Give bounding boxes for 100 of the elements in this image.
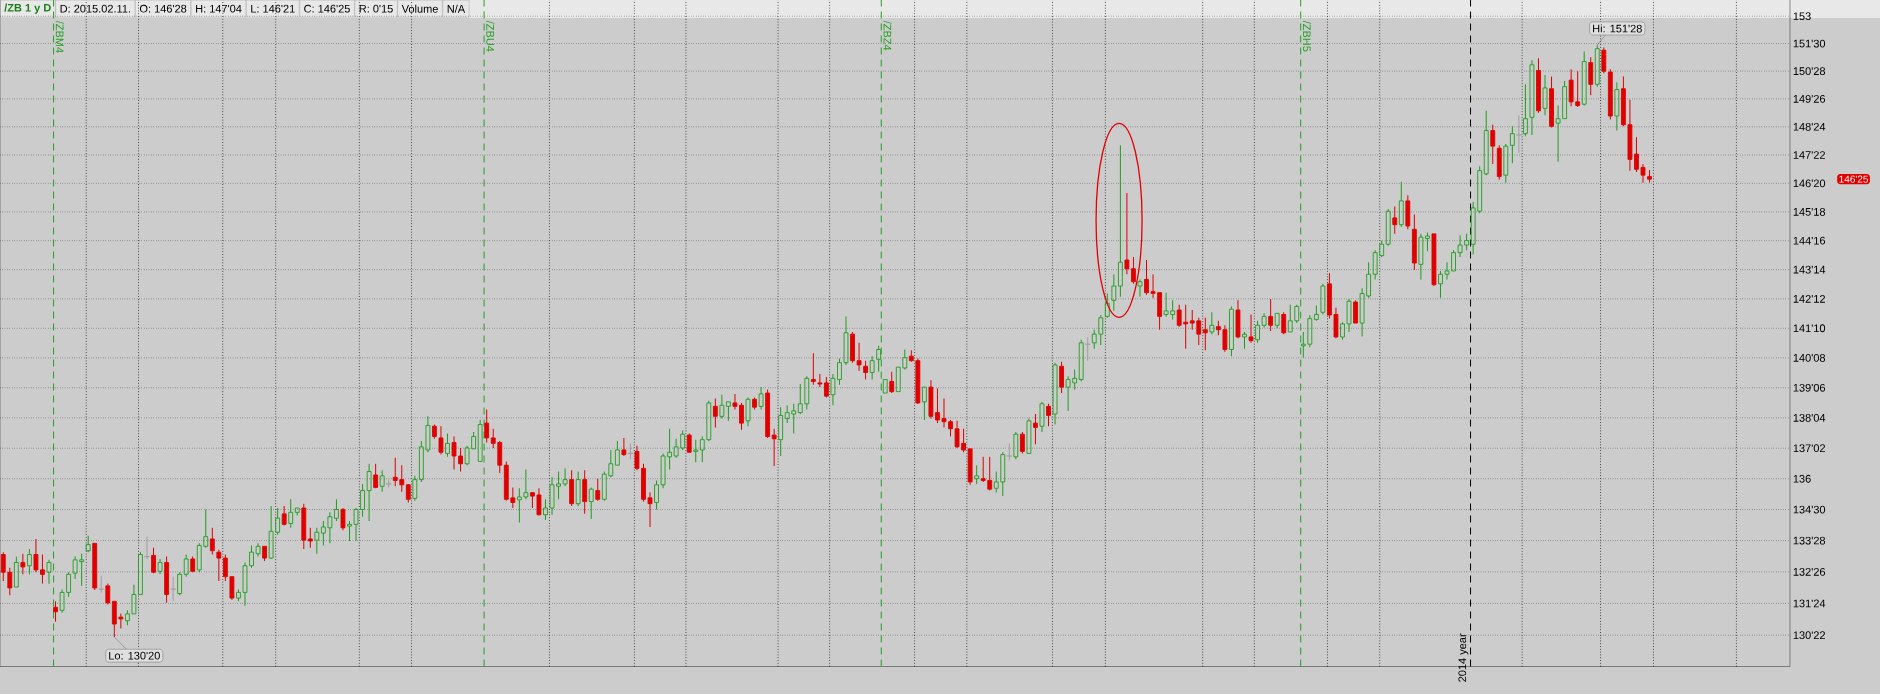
y-tick-label: 132'26 (1793, 567, 1826, 576)
candlestick (758, 386, 764, 410)
candlestick (1006, 442, 1013, 462)
y-tick-label: 133'28 (1793, 536, 1826, 545)
y-tick-label: 138'04 (1793, 413, 1826, 422)
annotation: /ZBZ4 (883, 20, 892, 51)
candlestick (157, 558, 163, 575)
candlestick (1013, 431, 1019, 460)
candlestick (1515, 114, 1523, 154)
y-tick-label: 130'22 (1793, 631, 1825, 640)
candlestick (575, 471, 581, 507)
annotation: 2014 year (1458, 633, 1469, 682)
y-tick-label: 149'26 (1793, 94, 1826, 103)
candlestick (1509, 125, 1515, 164)
candlestick (1229, 305, 1234, 357)
text: /ZB 1 y D (4, 3, 51, 14)
y-tick-label: 139'06 (1793, 383, 1826, 392)
candlestick (712, 397, 718, 428)
candlestick (294, 507, 300, 517)
candlestick (1411, 213, 1417, 271)
candlestick (1026, 418, 1032, 454)
text: 146'25 (1839, 175, 1868, 183)
candlestick (1320, 283, 1326, 315)
candlestick (1117, 144, 1123, 298)
candlestick (26, 548, 32, 575)
candlestick (143, 536, 151, 558)
candlestick (1529, 59, 1535, 136)
annotation: /ZBM4 (55, 20, 64, 53)
candlestick (1313, 305, 1319, 320)
y-tick-label: 143'14 (1793, 265, 1826, 274)
candlestick (1536, 57, 1541, 114)
candlestick (1431, 233, 1437, 286)
annotation: L: 146'21 (251, 4, 295, 13)
candlestick (85, 535, 91, 552)
candlestick (445, 432, 450, 458)
candlestick (438, 425, 444, 456)
candlestick (1052, 362, 1058, 426)
candlestick (726, 401, 731, 422)
y-tick-label: 146'20 (1793, 179, 1826, 188)
candlestick (1549, 75, 1554, 127)
candlestick (1039, 401, 1045, 433)
candlestick (1496, 144, 1502, 181)
candlestick (209, 527, 215, 556)
candlestick (810, 352, 816, 386)
candlestick (1542, 74, 1548, 116)
annotation: N/A (447, 4, 466, 13)
annotation: R: 0'15 (359, 4, 393, 13)
candlestick (1242, 331, 1247, 350)
annotation: Lo: 130'20 (109, 651, 160, 660)
candlestick (164, 556, 169, 604)
annotation: /ZBH5 (1302, 20, 1311, 52)
y-tick-label: 142'12 (1793, 295, 1825, 303)
annotation: H: 147'04 (196, 4, 242, 13)
candlestick (53, 600, 58, 623)
candlestick (1209, 311, 1215, 335)
y-tick-label: 145'18 (1793, 208, 1826, 216)
candlestick (314, 527, 320, 555)
candlestick (771, 428, 777, 467)
candlestick (588, 486, 594, 520)
candlestick (1202, 317, 1208, 351)
candlestick (1523, 83, 1528, 137)
y-tick-label: 134'30 (1793, 505, 1826, 514)
candlestick (889, 371, 895, 393)
candlestick (974, 464, 980, 485)
annotation: O: 146'28 (139, 4, 187, 13)
candlestick (693, 439, 699, 463)
candlestick (863, 360, 869, 381)
y-tick-label: 144'16 (1793, 236, 1826, 245)
candlestick (869, 355, 875, 381)
candlestick (817, 373, 823, 388)
candlestick (1104, 292, 1110, 317)
candlestick (379, 469, 385, 493)
candlestick (1046, 403, 1051, 427)
candlestick (1614, 81, 1620, 132)
y-tick-label: 148'24 (1793, 122, 1826, 131)
candlestick (1483, 110, 1489, 175)
candlestick (1418, 233, 1424, 280)
candlestick (778, 406, 784, 457)
candlestick (719, 394, 725, 420)
candlestick (621, 437, 627, 456)
candlestick (745, 397, 751, 427)
y-tick-label: 131'24 (1793, 599, 1826, 608)
candlestick (1392, 206, 1398, 235)
annotation: D: 2015.02.11. (60, 4, 131, 13)
y-tick-label: 141'10 (1793, 324, 1826, 333)
candlestick (1137, 278, 1143, 298)
candlestick (569, 469, 575, 507)
candlestick (216, 549, 222, 582)
y-tick-label: 140'08 (1793, 354, 1826, 362)
candlestick (582, 469, 588, 515)
candlestick (921, 386, 927, 421)
candlestick (1268, 298, 1274, 332)
y-tick-label: 136 (1793, 474, 1811, 483)
candlestick (1059, 361, 1064, 394)
annotation: Volume (401, 4, 438, 13)
y-tick-label: 153 (1793, 12, 1811, 21)
candlestick (1235, 299, 1241, 338)
candlestick (1490, 124, 1496, 165)
y-tick-label: 137'02 (1793, 444, 1825, 453)
candlestick (1111, 273, 1117, 312)
